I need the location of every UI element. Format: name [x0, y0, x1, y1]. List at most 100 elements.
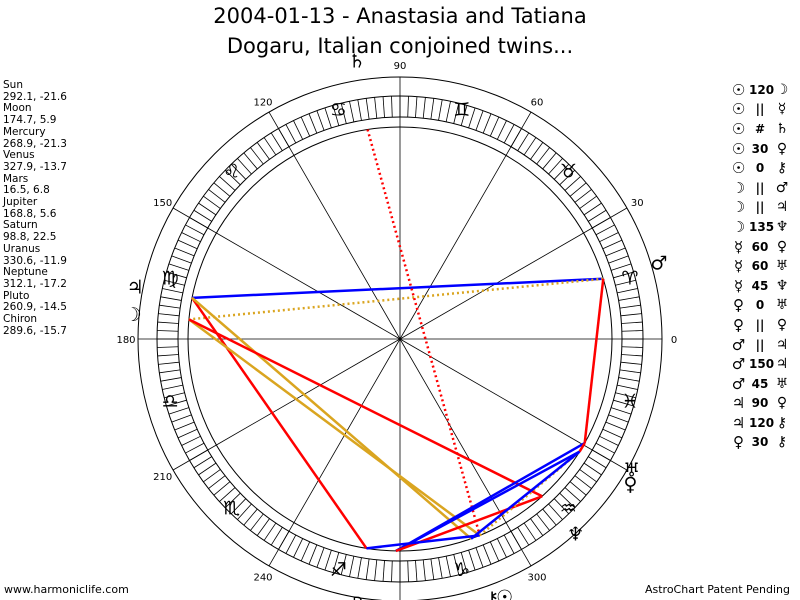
degree-tick — [208, 189, 226, 203]
degree-tick — [574, 475, 592, 489]
degree-tick — [162, 288, 183, 294]
degree-tick — [357, 557, 362, 579]
zodiac-sign-5: ♍ — [162, 267, 179, 289]
degree-tick — [608, 255, 629, 264]
wheel-rings — [137, 76, 663, 600]
degree-tick — [621, 346, 643, 348]
degree-tick — [198, 462, 217, 476]
degree-tick — [316, 110, 325, 131]
degree-label-210: 210 — [153, 472, 172, 483]
degree-tick — [536, 147, 550, 165]
sign-divider — [268, 522, 295, 567]
planet-glyph-pluto: ♇ — [349, 594, 366, 600]
planet-name-sun: Sun — [3, 79, 23, 91]
planet-glyph-chiron: ⚷ — [485, 588, 499, 600]
degree-tick — [489, 541, 500, 562]
aspect-row: ♀ || ♀ — [728, 315, 800, 335]
degree-tick — [164, 392, 185, 399]
house-spoke — [216, 232, 401, 340]
planet-name-jupiter: Jupiter — [3, 196, 38, 209]
aspect-planet-1-glyph: ♂ — [731, 335, 746, 354]
degree-tick — [615, 392, 636, 399]
aspect-line — [188, 318, 543, 498]
planet-name-neptune: Neptune — [3, 266, 48, 279]
degree-tick — [468, 550, 476, 571]
sign-divider — [172, 207, 217, 234]
degree-tick — [256, 142, 270, 160]
aspect-planet-1-glyph: ☿ — [733, 237, 744, 256]
planet-name-venus: Venus — [3, 149, 35, 162]
aspect-planet-2-glyph: ⚷ — [776, 434, 788, 451]
zodiac-sign-9: ♑ — [453, 559, 470, 581]
degree-tick — [158, 313, 180, 317]
degree-tick — [503, 124, 515, 144]
degree-tick — [193, 209, 212, 222]
degree-tick — [503, 534, 515, 554]
aspect-planet-1-glyph: ♃ — [731, 413, 746, 432]
aspect-planet-1-glyph: ♀ — [733, 433, 744, 452]
aspect-planet-2-glyph: ☽ — [775, 81, 789, 98]
aspect-type: || — [755, 102, 765, 117]
degree-tick — [250, 513, 264, 531]
aspect-row: ♂ || ♃ — [728, 335, 800, 355]
aspect-planet-1-glyph: ☉ — [731, 119, 746, 138]
house-spoke — [216, 338, 401, 446]
planet-name-saturn: Saturn — [3, 219, 38, 232]
degree-tick — [608, 414, 629, 423]
aspect-type: 60 — [751, 259, 769, 274]
aspect-planet-2-glyph: ♃ — [775, 199, 789, 216]
degree-tick — [579, 195, 597, 209]
degree-tick — [213, 481, 231, 496]
zodiac-sign-4: ♌ — [223, 161, 240, 183]
degree-tick — [468, 107, 476, 128]
footer-website[interactable]: www.harmoniclife.com — [4, 583, 129, 596]
degree-tick — [374, 559, 378, 581]
degree-tick — [523, 137, 537, 156]
degree-tick — [293, 538, 304, 558]
degree-tick — [308, 113, 318, 134]
degree-tick — [181, 435, 201, 446]
aspect-row: ♃ 90 ♀ — [728, 394, 800, 414]
degree-tick — [177, 239, 198, 250]
chart-title-line-2: Dogaru, Italian conjoined twins... — [226, 34, 574, 58]
degree-tick — [316, 547, 325, 568]
degree-tick — [250, 147, 264, 165]
degree-tick — [164, 279, 185, 286]
degree-tick — [243, 508, 258, 526]
degree-tick — [308, 544, 318, 565]
degree-tick — [583, 462, 602, 476]
degree-tick — [530, 518, 544, 536]
chart-title-line-1: 2004-01-13 - Anastasia and Tatiana — [213, 4, 587, 28]
degree-tick — [517, 527, 530, 546]
degree-tick — [324, 107, 332, 128]
planet-coords-sun: 292.1, -21.6 — [3, 90, 67, 103]
planet-coords-neptune: 312.1, -17.2 — [3, 277, 67, 290]
degree-tick — [300, 116, 311, 137]
aspect-planet-2-glyph: ⚷ — [776, 160, 788, 177]
degree-tick — [171, 255, 192, 264]
degree-tick — [219, 487, 236, 502]
aspect-type: 0 — [755, 298, 765, 313]
degree-tick — [208, 475, 226, 489]
degree-tick — [193, 456, 212, 469]
degree-tick — [445, 556, 451, 577]
zodiac-sign-0: ♈ — [621, 267, 638, 289]
degree-tick — [174, 247, 195, 257]
degree-tick — [611, 407, 632, 415]
aspect-line — [188, 318, 481, 537]
degree-tick — [285, 534, 297, 554]
aspect-planet-1-glyph: ♀ — [733, 315, 744, 334]
degree-tick — [489, 116, 500, 137]
degree-tick — [157, 346, 179, 348]
degree-tick — [340, 554, 347, 575]
degree-tick — [198, 202, 217, 216]
aspect-type: 120 — [749, 415, 775, 430]
degree-tick — [599, 435, 619, 446]
aspect-planet-2-glyph: ♃ — [775, 356, 789, 373]
degree-label-120: 120 — [253, 98, 272, 109]
aspect-planet-2-glyph: ♅ — [775, 258, 789, 275]
degree-tick — [496, 538, 507, 558]
degree-tick — [171, 414, 192, 423]
aspect-list: ☉ 120 ☽ ☉ || ☿ ☉ # ♄ ☉ 30 ♀ ☉ 0 ⚷ ☽ || ♂ ☽ || ♃ ☽ 135 ♆ ☿ 60 ♀ ☿ 60 ♅… — [728, 80, 800, 452]
degree-tick — [430, 98, 435, 120]
